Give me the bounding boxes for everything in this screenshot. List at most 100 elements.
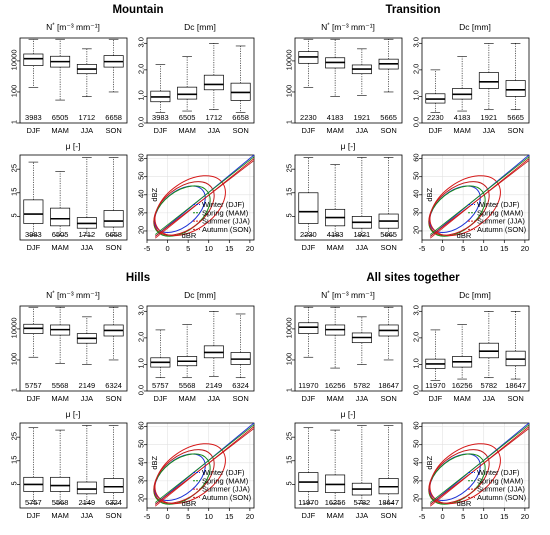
legend-label: Winter (DJF) bbox=[477, 468, 520, 477]
all-sites-together-dc-ytick-label: 2.0 bbox=[412, 332, 421, 342]
transition-n-ytick-label: 100 bbox=[285, 85, 294, 98]
scatter-xtick-label: 15 bbox=[500, 512, 508, 521]
scatter-xtick-label: 0 bbox=[165, 244, 169, 253]
all-sites-together-mu-count-label: 5782 bbox=[354, 498, 371, 507]
transition-mu-count-label: 2230 bbox=[300, 230, 317, 239]
scatter-fit-line-mam bbox=[429, 424, 530, 503]
mountain-dc-box bbox=[177, 86, 198, 100]
hills-dc-xtick-label: SON bbox=[232, 394, 248, 403]
transition-n-xtick-label: SON bbox=[380, 126, 396, 135]
scatter-xtick-label: 10 bbox=[205, 512, 213, 521]
transition-mu-count-label: 4183 bbox=[327, 230, 344, 239]
scatter-ytick-label: 50 bbox=[412, 172, 421, 180]
mountain-n-ytick-label: 1 bbox=[10, 120, 19, 124]
scatter-xlabel: dBR bbox=[182, 499, 197, 508]
mountain-mu-count-label: 6505 bbox=[52, 230, 69, 239]
scatter-ellipse-son bbox=[428, 449, 490, 504]
scatter-ytick-label: 20 bbox=[412, 494, 421, 502]
scatter-frame bbox=[421, 154, 530, 241]
all-sites-together-dc-xtick-label: MAM bbox=[453, 394, 471, 403]
transition-dc-xtick-label: SON bbox=[507, 126, 523, 135]
transition-mu-frame bbox=[294, 154, 403, 241]
scatter-xtick-label: -5 bbox=[144, 244, 151, 253]
all-sites-together-n-frame bbox=[294, 305, 403, 392]
mountain-dc-count-label: 6658 bbox=[232, 113, 249, 122]
scatter-ytick-label: 30 bbox=[412, 208, 421, 216]
mountain-mu-ytick-label: 25 bbox=[10, 164, 19, 172]
scatter-xtick-label: 15 bbox=[500, 244, 508, 253]
transition-n-xtick-label: MAM bbox=[326, 126, 344, 135]
all-sites-together-n-box bbox=[298, 322, 319, 334]
all-sites-together-n-xtick-label: SON bbox=[380, 394, 396, 403]
hills-n-ytick-label: 1 bbox=[10, 388, 19, 392]
transition-dc-ytick-label: 3.0 bbox=[412, 37, 421, 47]
legend-label: Winter (DJF) bbox=[202, 200, 245, 209]
group-title-all-sites-together: All sites together bbox=[366, 272, 460, 284]
mountain-mu-xtick-label: SON bbox=[105, 243, 121, 252]
transition-dc-box bbox=[505, 80, 526, 97]
scatter-ylabel: dBZ bbox=[150, 187, 159, 201]
mountain-n-ytick-label: 10000 bbox=[10, 49, 19, 70]
transition-mu-ytick-label: 15 bbox=[285, 188, 294, 196]
scatter-ytick-label: 30 bbox=[137, 208, 146, 216]
hills-n-xtick-label: MAM bbox=[51, 394, 69, 403]
hills-dc-xtick-label: DJF bbox=[154, 394, 168, 403]
all-sites-together-mu-ytick-label: 25 bbox=[285, 432, 294, 440]
dc-panel-title: Dc [mm] bbox=[184, 290, 216, 300]
scatter-xtick-label: 5 bbox=[461, 512, 465, 521]
all-sites-together-n-ytick-label: 10000 bbox=[285, 317, 294, 338]
hills-mu-xtick-label: DJF bbox=[27, 511, 41, 520]
n-panel-title-unit: [m⁻³ mm⁻¹] bbox=[330, 22, 375, 32]
all-sites-together-dc-count-label: 5782 bbox=[481, 381, 498, 390]
mountain-n-box bbox=[23, 53, 44, 66]
transition-mu-xtick-label: SON bbox=[380, 243, 396, 252]
n-panel-title-sup: * bbox=[327, 291, 330, 297]
transition-dc-xtick-label: DJF bbox=[429, 126, 443, 135]
dc-panel-title: Dc [mm] bbox=[184, 22, 216, 32]
mountain-dc-xtick-label: MAM bbox=[178, 126, 196, 135]
mountain-n-frame bbox=[19, 37, 128, 124]
transition-mu-ytick-label: 5 bbox=[285, 213, 294, 217]
scatter-fit-line-son bbox=[429, 160, 530, 237]
transition-dc-count-label: 4183 bbox=[454, 113, 471, 122]
n-panel-title-unit: [m⁻³ mm⁻¹] bbox=[330, 290, 375, 300]
all-sites-together-n-count-label: 16256 bbox=[325, 381, 346, 390]
mountain-mu-ytick-label: 5 bbox=[10, 213, 19, 217]
transition-n-count-label: 4183 bbox=[327, 113, 344, 122]
scatter-ytick-label: 20 bbox=[137, 226, 146, 234]
hills-mu-count-label: 5757 bbox=[25, 498, 42, 507]
mountain-mu-xtick-label: JJA bbox=[81, 243, 94, 252]
mountain-dc-xtick-label: SON bbox=[232, 126, 248, 135]
scatter-xlabel: dBR bbox=[182, 231, 197, 240]
scatter-ellipse-jja bbox=[154, 443, 226, 505]
scatter-fit-line-son bbox=[154, 428, 255, 505]
scatter-ylabel: dBZ bbox=[150, 455, 159, 469]
all-sites-together-n-xtick-label: JJA bbox=[356, 394, 369, 403]
scatter-ytick-label: 40 bbox=[412, 190, 421, 198]
all-sites-together-n-ytick-label: 1 bbox=[285, 388, 294, 392]
mountain-dc-xtick-label: JJA bbox=[208, 126, 221, 135]
scatter-ytick-label: 50 bbox=[137, 440, 146, 448]
scatter-ellipse-son bbox=[153, 181, 215, 236]
hills-n-count-label: 5568 bbox=[52, 381, 69, 390]
all-sites-together-mu-ytick-label: 5 bbox=[285, 481, 294, 485]
all-sites-together-mu-count-label: 16256 bbox=[325, 498, 346, 507]
scatter-ytick-label: 40 bbox=[137, 190, 146, 198]
scatter-ylabel: dBZ bbox=[425, 187, 434, 201]
transition-dc-count-label: 1921 bbox=[481, 113, 498, 122]
legend-label: Autumn (SON) bbox=[477, 225, 527, 234]
scatter-xlabel: dBR bbox=[457, 231, 472, 240]
hills-dc-xtick-label: JJA bbox=[208, 394, 221, 403]
hills-mu-ytick-label: 25 bbox=[10, 432, 19, 440]
mountain-n-xtick-label: MAM bbox=[51, 126, 69, 135]
hills-n-count-label: 6324 bbox=[105, 381, 122, 390]
hills-n-frame bbox=[19, 305, 128, 392]
hills-mu-xtick-label: SON bbox=[105, 511, 121, 520]
group-title-mountain: Mountain bbox=[112, 4, 163, 16]
hills-dc-frame bbox=[146, 305, 255, 392]
all-sites-together-n-ytick-label: 100 bbox=[285, 353, 294, 366]
scatter-xtick-label: 0 bbox=[440, 512, 444, 521]
mountain-n-count-label: 1712 bbox=[79, 113, 96, 122]
scatter-frame bbox=[146, 422, 255, 509]
mountain-dc-ytick-label: 2.0 bbox=[137, 64, 146, 74]
